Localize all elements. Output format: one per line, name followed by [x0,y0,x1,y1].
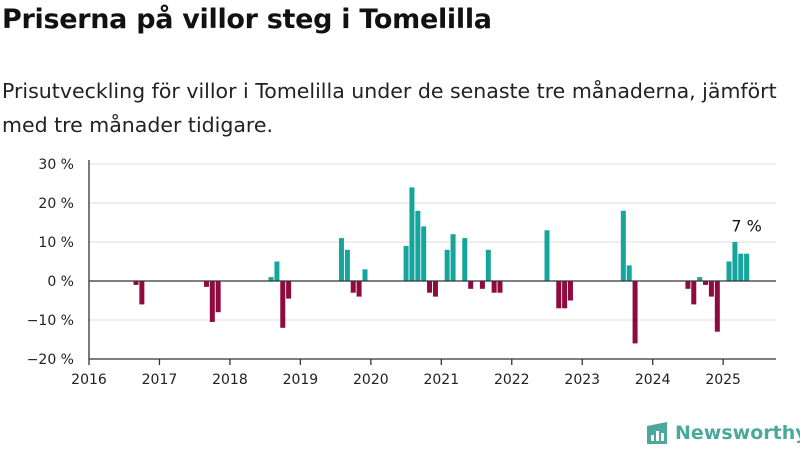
bars [133,187,750,344]
bar-negative [286,281,292,299]
bar-negative [567,281,573,301]
newsworthy-brand: Newsworthy [645,420,800,446]
bar-positive [415,210,421,281]
bar-positive [620,210,626,281]
x-tick-label: 2023 [564,372,600,388]
brand-name: Newsworthy [675,422,800,444]
bar-negative [209,281,215,322]
y-tick-label: 0 % [47,274,74,290]
bar-negative [203,281,209,287]
bar-positive [403,245,409,281]
bar-negative [556,281,562,309]
y-tick-label: 10 % [38,235,74,251]
chart-subtitle: Prisutveckling för villor i Tomelilla un… [2,79,777,137]
bar-negative [479,281,485,289]
bar-negative [714,281,720,332]
bar-positive [268,277,274,281]
labels: 30 % 20 % 10 % 0 % −10 % −20 % 2016 2017 2018 201… [27,157,762,388]
bar-negative [133,281,139,285]
x-tick-label: 2016 [71,372,107,388]
bar-positive [626,265,632,281]
bar-negative [139,281,145,305]
x-tick-label: 2018 [212,372,248,388]
newsworthy-logo-icon [647,422,667,444]
x-tick-label: 2017 [142,372,178,388]
x-tick-label: 2020 [353,372,389,388]
bar-negative [491,281,497,293]
x-tick-label: 2021 [423,372,459,388]
bar-negative [685,281,691,289]
bar-positive [462,238,468,281]
bar-negative [632,281,638,344]
y-tick-label: −10 % [27,313,74,329]
bar-negative [350,281,356,293]
x-tick-label: 2024 [635,372,671,388]
bar-negative [280,281,286,328]
y-tick-label: 20 % [38,196,74,212]
bar-positive [338,238,344,281]
gridlines [89,163,776,360]
bar-positive [344,249,350,281]
bar-positive [274,261,280,281]
bar-negative [703,281,709,285]
bar-negative [708,281,714,297]
bar-positive [738,253,744,281]
bar-positive [732,242,738,281]
data-label: 7 % [731,217,761,236]
bar-negative [497,281,503,293]
bar-positive [744,253,750,281]
bar-positive [421,226,427,281]
bar-positive [444,249,450,281]
y-tick-label: 30 % [38,157,74,173]
bar-positive [726,261,732,281]
x-tick-label: 2022 [494,372,530,388]
bar-positive [697,277,703,281]
axes [88,160,776,365]
bar-negative [562,281,568,309]
x-tick-label: 2025 [705,372,741,388]
bar-negative [356,281,362,297]
bar-negative [215,281,221,313]
bar-positive [544,230,550,281]
bar-positive [409,187,415,281]
bar-negative [427,281,433,293]
x-tick-label: 2019 [283,372,319,388]
y-tick-label: −20 % [27,352,74,368]
bar-positive [485,249,491,281]
bar-negative [468,281,474,289]
bar-negative [432,281,438,297]
bar-positive [362,269,368,281]
chart-title: Priserna på villor steg i Tomelilla [2,4,492,35]
bar-negative [691,281,697,305]
bar-positive [450,234,456,281]
